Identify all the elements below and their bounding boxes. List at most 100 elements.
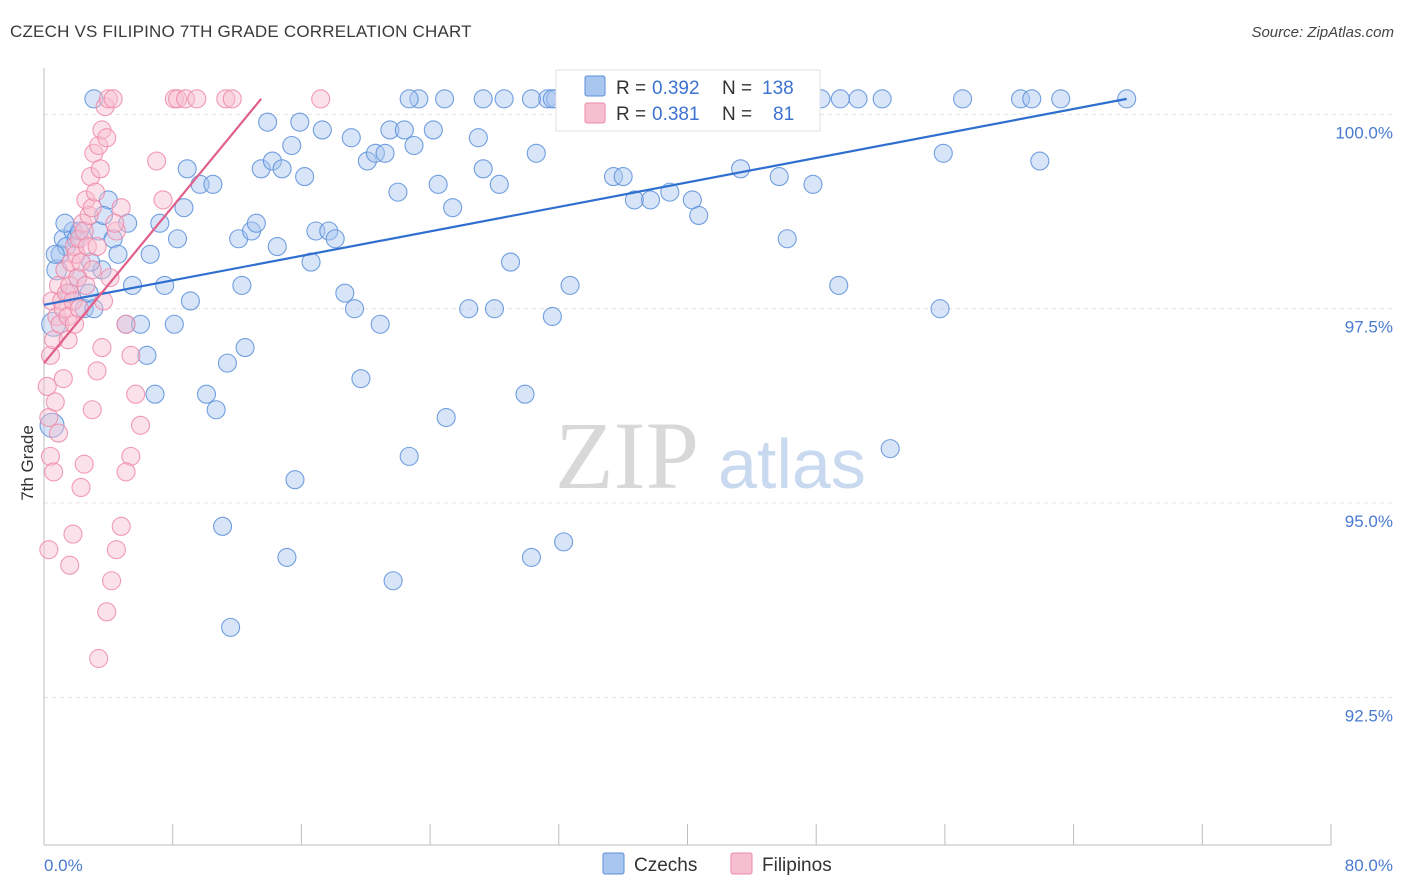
filipino-point-15 [60,275,80,295]
filipino-point-37 [98,89,118,109]
watermark-zip: ZIP [555,402,699,509]
filipino-point-63 [176,89,196,109]
czech-point-47 [285,470,305,490]
czech-point-104 [872,89,892,109]
filipino-point-33 [90,159,110,179]
legend-n-value-filipino: 81 [773,104,794,125]
czech-point-49 [295,167,315,187]
czech-point-59 [357,151,377,171]
filipino-point-62 [167,89,188,109]
filipino-point-43 [126,384,146,404]
filipino-point-14 [58,306,78,327]
filipino-point-76 [82,260,102,280]
filipino-point-28 [81,167,101,187]
czech-point-66 [394,120,414,140]
czech-point-135 [45,244,65,264]
bottom-legend-swatch-filipino [730,852,753,875]
filipino-point-7 [47,306,67,327]
filipino-point-79 [100,268,120,288]
czech-point-7 [63,221,83,241]
trend-lines [43,97,1127,364]
filipino-point-0 [37,376,57,396]
chart-title: CZECH VS FILIPINO 7TH GRADE CORRELATION … [10,22,472,41]
czech-point-142 [140,244,160,264]
czech-point-109 [1010,89,1031,109]
czech-point-36 [232,275,252,295]
czech-point-108 [953,89,973,109]
czech-point-90 [613,167,633,187]
filipino-point-46 [116,462,136,482]
filipino-point-53 [63,524,83,544]
filipino-trend-line [43,98,263,364]
czech-point-106 [930,299,950,319]
filipino-point-32 [89,135,109,156]
czech-point-68 [404,135,424,156]
czech-point-24 [167,229,188,249]
czech-point-73 [443,198,463,218]
filipino-point-38 [103,89,123,109]
czech-point-41 [258,112,278,132]
czech-point-72 [436,407,456,428]
legend-swatch-czech [584,75,606,97]
czech-point-91 [624,190,644,210]
filipino-point-59 [147,151,167,171]
czech-point-105 [880,439,900,459]
czech-point-60 [365,143,385,163]
filipino-point-9 [50,314,70,334]
czech-point-76 [473,159,493,179]
czech-point-88 [560,275,580,295]
filipino-point-74 [69,299,89,319]
czech-point-114 [84,89,104,109]
filipino-point-70 [48,423,69,443]
czech-point-82 [521,547,542,567]
legend-n-value-czech: 138 [762,78,794,99]
czech-point-21 [145,384,165,404]
czech-point-77 [484,299,505,319]
y-tick-label-2: 95.0% [1345,512,1393,531]
filipino-point-64 [187,89,207,109]
czech-point-117 [473,89,493,109]
y-tick-labels: 100.0% 97.5% 95.0% 92.5% [1335,123,1393,725]
legend-swatch-filipino [584,102,606,124]
czech-point-55 [335,283,355,303]
y-axis-title: 7th Grade [18,425,37,501]
czech-point-89 [603,167,624,187]
czech-point-79 [494,89,514,109]
czech-trend-line [43,97,1127,306]
czech-point-42 [262,151,282,171]
filipino-point-65 [216,89,236,109]
czech-point-30 [203,174,223,194]
filipino-point-71 [53,369,73,389]
czech-point-81 [515,384,535,404]
czech-point-80 [500,252,521,272]
czech-point-53 [319,221,339,241]
filipino-point-44 [130,415,151,435]
czech-point-12 [84,299,104,319]
bottom-legend-label-czech: Czechs [634,855,697,876]
czech-point-71 [428,174,448,194]
czech-point-69 [409,89,429,109]
czech-point-57 [344,299,365,319]
czech-point-16 [103,229,123,249]
czech-point-27 [180,291,200,311]
czech-point-134 [848,89,868,109]
filipino-point-51 [89,648,109,669]
czech-point-115 [399,89,419,109]
czech-point-133 [830,89,850,109]
czech-point-33 [217,353,237,373]
czech-point-10 [74,299,94,319]
filipino-point-50 [97,602,117,622]
czech-point-63 [380,120,400,140]
czech-point-18 [122,275,143,295]
filipino-point-69 [44,462,64,482]
filipino-point-60 [153,190,173,210]
czech-points [39,89,1137,637]
czech-point-140 [108,244,128,264]
czech-point-139 [93,205,114,225]
czech-point-101 [777,229,797,249]
czech-point-44 [272,159,292,179]
czech-point-116 [435,89,455,109]
czech-point-75 [468,128,488,148]
gridlines [44,113,1395,698]
filipino-point-27 [79,205,99,225]
